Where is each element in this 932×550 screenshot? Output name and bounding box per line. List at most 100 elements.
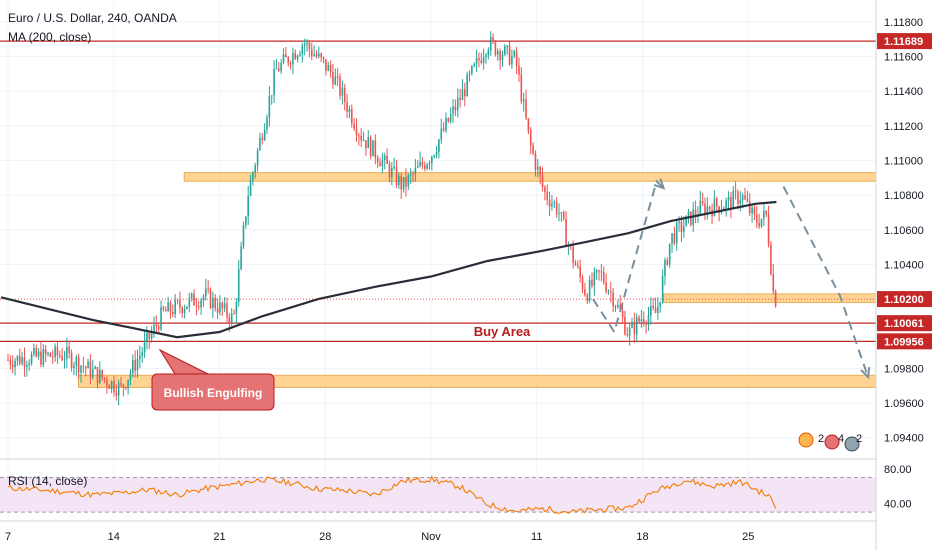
events-icons[interactable]: 2 4 2 bbox=[798, 432, 862, 452]
candle-body bbox=[513, 51, 516, 57]
candle-body bbox=[588, 279, 591, 302]
candle-body bbox=[153, 324, 155, 333]
candle-body bbox=[466, 74, 468, 97]
candle-body bbox=[346, 102, 348, 112]
candle-body bbox=[565, 219, 567, 246]
candle-body bbox=[602, 271, 605, 283]
candle-body bbox=[421, 161, 424, 166]
calendar-event-icon bbox=[798, 432, 814, 448]
candle-body bbox=[456, 97, 459, 111]
grid bbox=[0, 0, 876, 521]
candle-body bbox=[315, 54, 318, 57]
candle-body bbox=[744, 195, 746, 200]
candle-body bbox=[299, 54, 301, 56]
candle-body bbox=[666, 259, 669, 265]
candle-body bbox=[35, 348, 38, 357]
candle-body bbox=[423, 165, 426, 169]
candle-body bbox=[169, 302, 172, 313]
chart-title: Euro / U.S. Dollar, 240, OANDA bbox=[8, 11, 177, 25]
rsi-axis[interactable]: 80.00 40.00 bbox=[884, 464, 912, 511]
candle-body bbox=[51, 356, 54, 358]
candle-body bbox=[633, 322, 636, 334]
price-tick-label: 1.11800 bbox=[884, 17, 923, 29]
candle-body bbox=[289, 63, 292, 65]
candle-body bbox=[438, 139, 440, 153]
candle-body bbox=[586, 295, 589, 302]
candle-body bbox=[402, 177, 405, 190]
candle-body bbox=[680, 221, 683, 232]
candle-body bbox=[176, 300, 179, 302]
candle-body bbox=[487, 50, 490, 55]
candle-body bbox=[428, 163, 431, 165]
candle-body bbox=[233, 313, 235, 315]
candle-body bbox=[365, 140, 367, 149]
candle-body bbox=[249, 180, 252, 196]
candle-body bbox=[160, 307, 162, 330]
candle-body bbox=[628, 327, 631, 336]
candle-body bbox=[739, 200, 742, 204]
candle-body bbox=[732, 190, 735, 209]
candle-body bbox=[336, 76, 339, 78]
candle-body bbox=[416, 166, 419, 168]
candle-body bbox=[475, 57, 478, 64]
candle-body bbox=[186, 306, 188, 309]
candle-body bbox=[273, 68, 275, 96]
candle-body bbox=[489, 37, 492, 51]
candle-body bbox=[541, 175, 544, 188]
candle-body bbox=[715, 198, 718, 207]
candle-body bbox=[668, 243, 671, 265]
candle-body bbox=[419, 161, 421, 167]
candle-body bbox=[292, 53, 294, 65]
candle-body bbox=[518, 65, 520, 75]
candle-body bbox=[520, 74, 523, 102]
time-tick-label: 7 bbox=[5, 531, 11, 543]
candle-body bbox=[77, 357, 80, 373]
candle-body bbox=[527, 118, 530, 131]
ma-line bbox=[0, 200, 777, 339]
candle-body bbox=[247, 195, 249, 217]
candle-body bbox=[329, 65, 332, 73]
rsi-tick-label: 40.00 bbox=[884, 498, 912, 510]
price-marker-bg bbox=[877, 33, 932, 50]
candle-body bbox=[511, 56, 513, 65]
projection-down-arrow bbox=[782, 186, 870, 378]
candle-body bbox=[110, 381, 113, 389]
candle-body bbox=[219, 302, 221, 313]
candle-body bbox=[197, 306, 200, 308]
candle-body bbox=[760, 218, 763, 227]
candle-body bbox=[61, 355, 63, 360]
candle-body bbox=[162, 307, 165, 310]
candle-body bbox=[755, 214, 758, 223]
candle-body bbox=[358, 135, 360, 137]
candle-body bbox=[560, 212, 563, 214]
price-tick-label: 1.09400 bbox=[884, 433, 924, 445]
bullish-engulfing-callout[interactable]: Bullish Engulfing bbox=[151, 348, 275, 411]
candle-body bbox=[529, 130, 532, 146]
candle-body bbox=[235, 301, 238, 314]
candle-body bbox=[544, 187, 546, 192]
candle-body bbox=[454, 106, 457, 111]
candle-body bbox=[280, 62, 282, 72]
candle-body bbox=[687, 211, 690, 216]
candle-body bbox=[598, 270, 600, 272]
candle-body bbox=[400, 175, 403, 190]
candle-body bbox=[263, 129, 266, 141]
candle-body bbox=[44, 349, 47, 355]
candle-body bbox=[751, 207, 753, 214]
candle-body bbox=[113, 381, 115, 393]
candle-body bbox=[108, 385, 111, 389]
candle-body bbox=[230, 313, 233, 324]
time-tick-label: Nov bbox=[421, 531, 441, 543]
candle-body bbox=[355, 128, 358, 136]
candle-body bbox=[548, 199, 551, 207]
candle-body bbox=[657, 306, 659, 314]
candle-body bbox=[190, 293, 193, 298]
candle-body bbox=[727, 196, 730, 201]
rsi-tick-label: 80.00 bbox=[884, 464, 912, 476]
candle-body bbox=[426, 164, 428, 169]
price-axis[interactable]: 1.11800 1.11600 1.11400 1.11200 1.11000 1.108… bbox=[877, 17, 932, 445]
time-axis[interactable]: 7 14 21 28 Nov 11 18 25 bbox=[5, 531, 754, 543]
candle-body bbox=[91, 368, 94, 378]
candle-body bbox=[499, 50, 501, 60]
